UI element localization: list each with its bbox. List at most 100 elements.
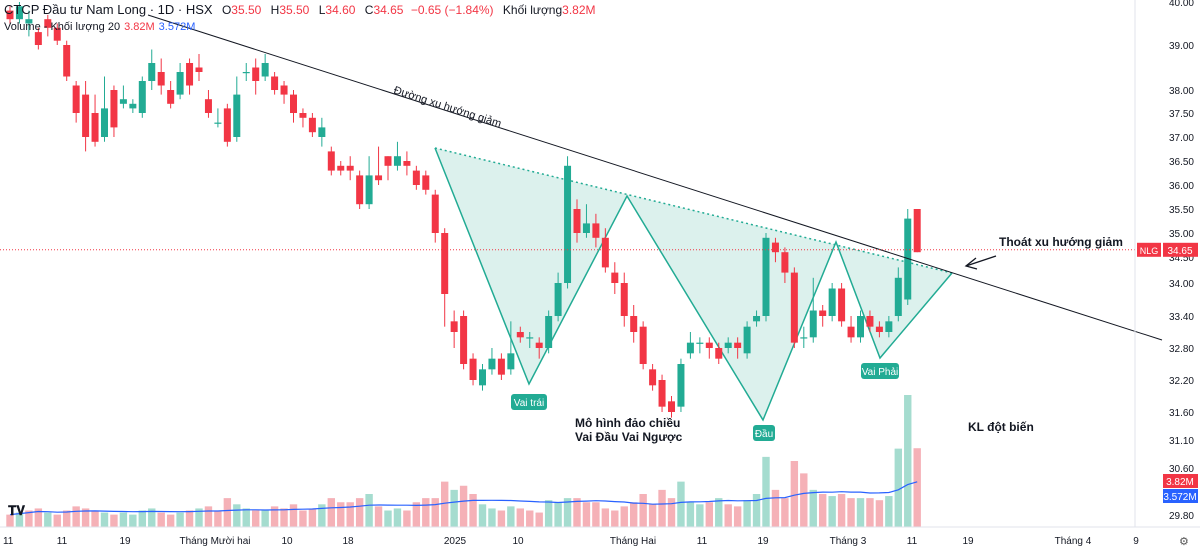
volume-bar — [743, 500, 751, 527]
gear-icon[interactable]: ⚙ — [1179, 536, 1189, 548]
volume-bar — [686, 502, 695, 527]
volume-bar — [516, 508, 524, 527]
volume-bar — [847, 498, 855, 527]
candle-body — [6, 10, 14, 20]
price-tick-label: 37.00 — [1169, 133, 1194, 144]
volume-bar — [138, 510, 146, 527]
high-label: H — [270, 3, 280, 17]
volume-tag: 3.82M — [1166, 477, 1194, 488]
candle-body — [110, 90, 118, 128]
volume-value: 3.82M — [562, 3, 596, 17]
volume-ma-tag-bg — [1163, 489, 1198, 503]
candle-body — [91, 113, 99, 142]
volume-bar — [214, 510, 222, 527]
head-tag — [753, 425, 775, 441]
volume-bar — [658, 489, 666, 527]
candle-body — [119, 99, 127, 104]
breakout-label: Thoát xu hướng giảm — [999, 235, 1123, 249]
volume-tag-bg — [1163, 474, 1198, 488]
breakout-arrow — [965, 255, 997, 267]
candle-body — [280, 85, 288, 95]
price-tick-label: 36.00 — [1169, 181, 1194, 192]
volume-bar — [478, 504, 487, 527]
volume-bar — [648, 504, 657, 527]
candle-body — [686, 342, 694, 354]
volume-bar — [856, 498, 865, 527]
time-tick-label: Tháng Hai — [610, 536, 656, 547]
candle-body — [318, 127, 326, 137]
candle-body — [904, 218, 912, 300]
time-tick-label: 9 — [1133, 536, 1139, 547]
volume-bar — [289, 504, 298, 527]
candle-body — [101, 108, 108, 137]
volume-indicator-legend[interactable]: Volume - Khối lượng 20 3.82M 3.572M — [4, 21, 195, 33]
candle-body — [252, 67, 260, 81]
symbol-header: CTCP Đầu tư Nam Long · 1D · HSX O 35.50 H… — [4, 2, 596, 17]
candle-body — [223, 108, 231, 142]
price-tick-label: 35.50 — [1169, 205, 1194, 216]
price-tick-label: 32.80 — [1169, 344, 1194, 355]
open-label: O — [221, 3, 232, 17]
volume-bar — [365, 494, 373, 527]
pattern-name-line2: Vai Đầu Vai Ngược — [575, 430, 683, 444]
price-tick-label: 33.40 — [1169, 312, 1194, 323]
volume-bar — [252, 510, 260, 527]
volume-bar — [100, 512, 109, 527]
candle-body — [866, 316, 874, 327]
candle-body — [469, 358, 477, 380]
volume-bar — [733, 506, 742, 527]
symbol-line[interactable]: CTCP Đầu tư Nam Long · 1D · HSX — [4, 2, 213, 17]
candle-body — [25, 19, 33, 24]
volume-bar — [497, 510, 506, 527]
volume-bar — [894, 448, 902, 527]
candle-body — [176, 72, 184, 95]
candle-body — [261, 63, 269, 77]
candle-body — [762, 237, 770, 316]
candle-body — [611, 272, 619, 283]
time-tick-label: 19 — [757, 536, 769, 547]
candle-body — [422, 175, 430, 190]
volume-ma-value: 3.572M — [158, 21, 196, 33]
ticker-tag: NLG — [1140, 246, 1159, 256]
volume-bar — [696, 504, 704, 527]
volume-bar — [592, 502, 600, 527]
volume-bar — [233, 504, 241, 527]
volume-bar — [875, 500, 884, 527]
candle-body — [497, 358, 505, 375]
candle-body — [715, 348, 723, 359]
price-tick-label: 32.20 — [1169, 376, 1194, 387]
volume-bar — [781, 498, 789, 527]
last-price-tag: 34.65 — [1167, 246, 1192, 257]
volume-bar — [63, 510, 71, 527]
volume-bar — [809, 489, 817, 527]
candle-body — [592, 223, 600, 238]
candle-body — [894, 277, 902, 316]
volume-bar — [507, 506, 515, 527]
close-value: 34.65 — [373, 3, 404, 17]
volume-bar — [762, 456, 770, 527]
volume-ma-line — [9, 481, 918, 516]
candle-body — [375, 175, 383, 181]
volume-bar — [639, 494, 647, 527]
candle-body — [809, 310, 817, 338]
high-value: 35.50 — [279, 3, 310, 17]
volume-bar — [620, 506, 628, 527]
change-value: −0.65 (−1.84%) — [410, 3, 494, 17]
low-value: 34.60 — [325, 3, 356, 17]
volume-bar — [459, 485, 468, 527]
price-tick-label: 38.00 — [1169, 86, 1194, 97]
candle-body — [630, 316, 638, 332]
volume-bar — [828, 496, 836, 527]
candle-body — [828, 288, 836, 316]
volume-bar — [384, 510, 392, 527]
volume-bar — [544, 500, 553, 527]
time-tick-label: 10 — [281, 536, 293, 547]
volume-bar — [337, 502, 345, 527]
volume-bar — [677, 481, 685, 527]
volume-bar — [904, 395, 912, 527]
tradingview-logo-icon[interactable]: 𝐓𝐕 — [8, 503, 25, 518]
candle-body — [441, 233, 449, 294]
candle-body — [204, 99, 212, 113]
